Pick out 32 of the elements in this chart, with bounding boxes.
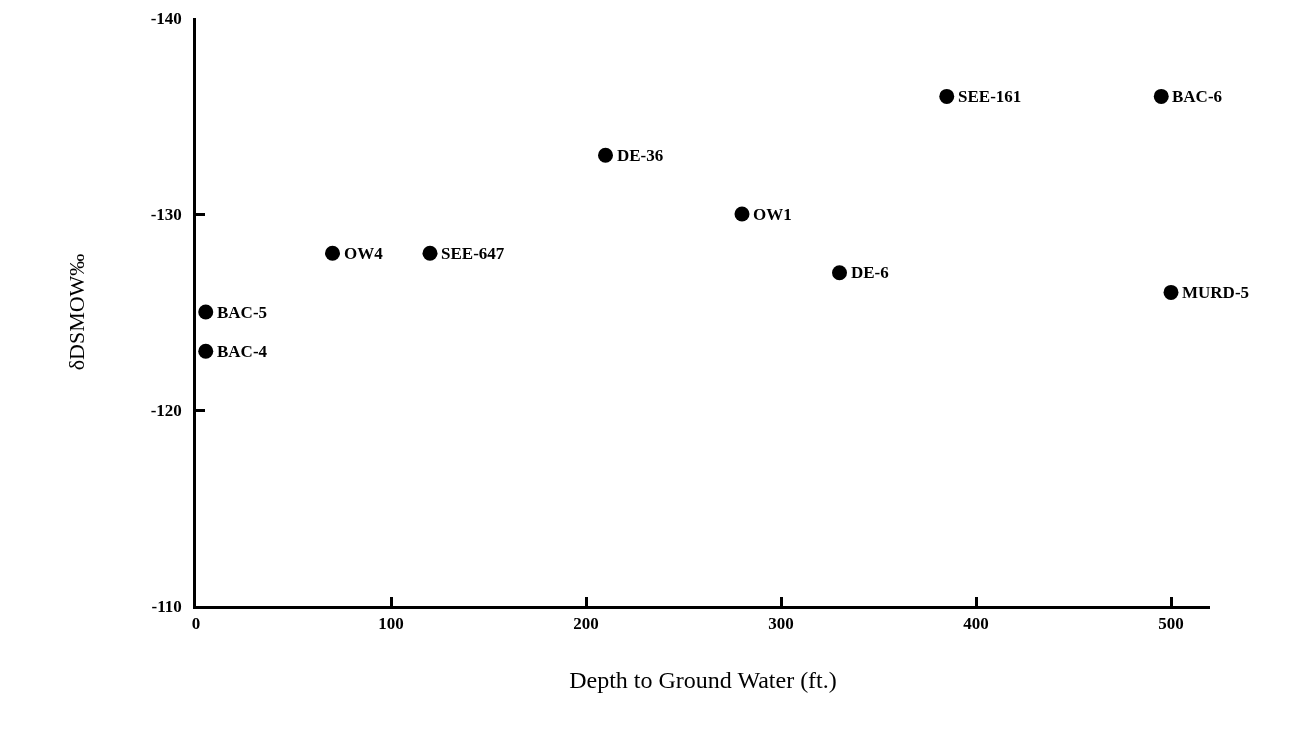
y-tick-label: -110	[151, 596, 182, 616]
annotation: BAC-4	[217, 342, 268, 361]
annotation: OW1	[753, 205, 792, 224]
point	[734, 206, 750, 222]
point	[598, 147, 613, 163]
point	[939, 88, 955, 104]
y-axis-title: δDSMOW‰	[64, 253, 90, 371]
x-tick-label: 300	[768, 614, 794, 634]
x-tick-label: 200	[573, 614, 599, 634]
annotation: DE-6	[851, 263, 889, 282]
point	[1153, 88, 1169, 104]
annotation: MURD-5	[1182, 283, 1250, 302]
annotation: SEE-161	[958, 87, 1022, 106]
y-tick-label: -120	[150, 400, 182, 420]
annotation: SEE-647	[441, 244, 505, 263]
annotation: DE-36	[617, 146, 664, 165]
y-tick-label: -140	[150, 8, 182, 28]
x-tick-label: 100	[378, 614, 404, 634]
x-axis-title: Depth to Ground Water (ft.)	[569, 667, 837, 694]
point	[198, 304, 214, 320]
annotation: BAC-6	[1172, 87, 1223, 106]
point	[1163, 284, 1179, 300]
x-tick-label: 500	[1158, 614, 1184, 634]
x-tick-label: 400	[963, 614, 989, 634]
point	[198, 343, 214, 359]
annotation: BAC-5	[217, 303, 268, 322]
annotation: OW4	[344, 244, 384, 263]
x-tick-label: 0	[191, 614, 201, 634]
point	[422, 245, 438, 261]
y-tick-label: -130	[150, 204, 182, 224]
point	[325, 245, 340, 261]
point	[832, 265, 847, 281]
